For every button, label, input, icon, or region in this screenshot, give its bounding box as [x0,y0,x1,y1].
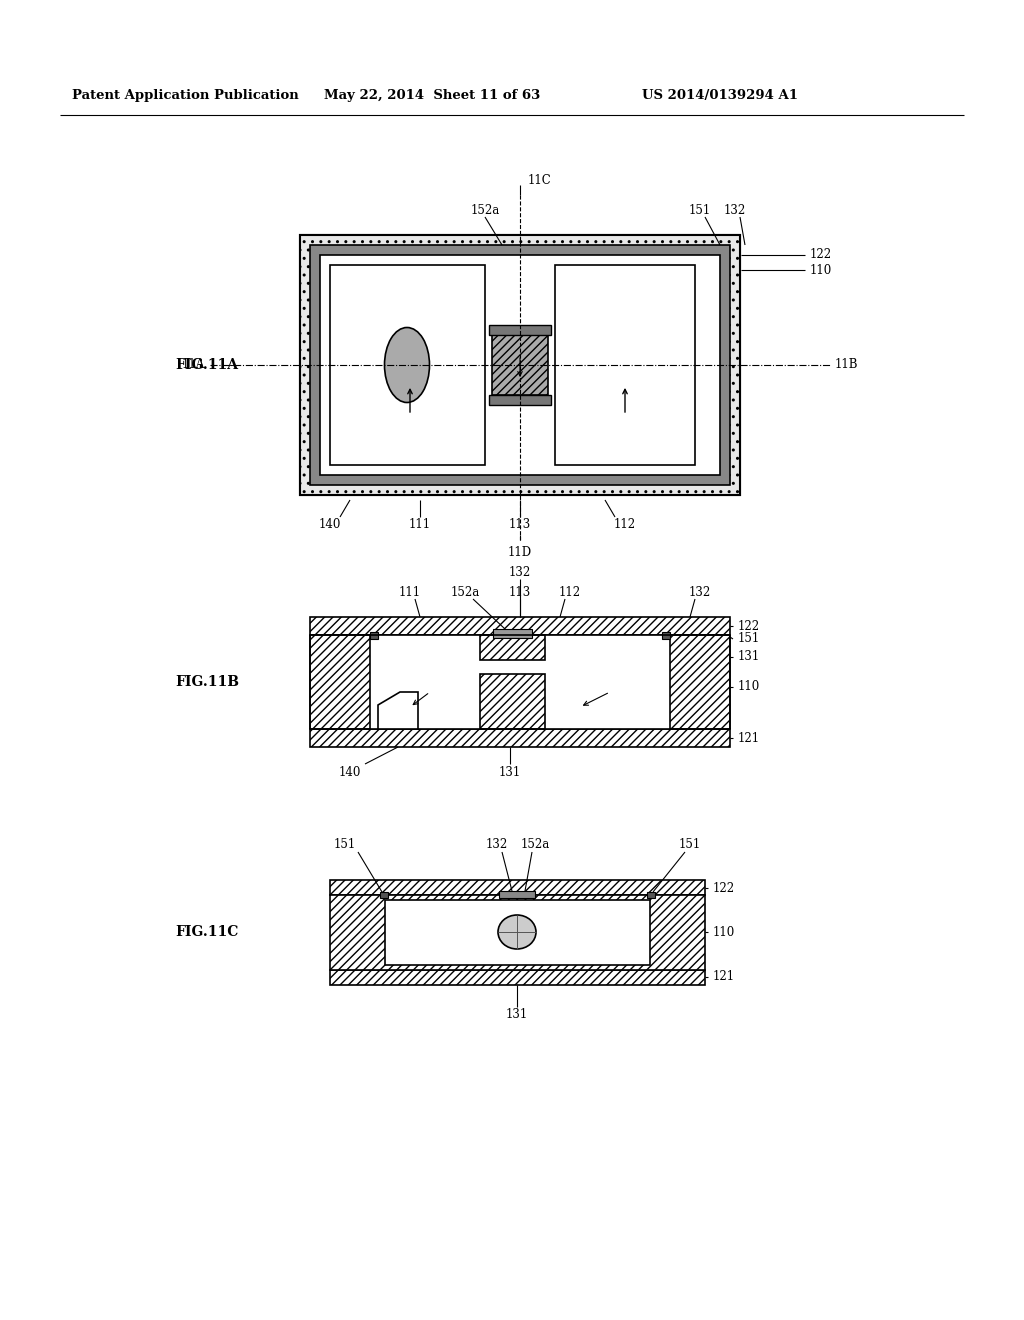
Text: 11C: 11C [528,173,552,186]
Bar [385,900,650,965]
Text: 132: 132 [485,838,508,851]
Text: 151: 151 [738,632,760,645]
Text: 132: 132 [509,565,531,578]
Text: FIG.11A: FIG.11A [175,358,238,372]
Text: 131: 131 [738,651,760,664]
Bar [480,635,545,660]
Bar [330,895,705,970]
Text: 131: 131 [506,1008,528,1022]
Text: 122: 122 [810,248,833,261]
Bar [310,246,730,484]
Text: 110: 110 [738,681,760,693]
Text: 132: 132 [689,586,711,598]
Bar [310,729,730,747]
Text: FIG.11C: FIG.11C [175,925,239,939]
Text: 152a: 152a [520,838,550,851]
Text: FIG.11B: FIG.11B [175,675,239,689]
Text: 151: 151 [679,838,701,851]
Text: 113: 113 [509,519,531,532]
Text: 11D: 11D [508,546,532,560]
Text: 140: 140 [339,766,361,779]
Bar [310,635,730,729]
Bar [662,632,670,639]
Text: 140: 140 [318,519,341,532]
Text: 151: 151 [689,203,711,216]
Text: 152a: 152a [451,586,479,598]
Text: 112: 112 [614,519,636,532]
Text: 132: 132 [724,203,746,216]
Text: 152a: 152a [470,203,500,216]
Text: 11A: 11A [181,359,205,371]
Bar [555,265,695,465]
Bar [319,255,720,475]
Bar [310,635,370,729]
Polygon shape [378,692,418,729]
Bar [493,630,532,638]
Text: 11B: 11B [835,359,858,371]
Bar [330,880,705,895]
Text: 121: 121 [713,970,735,983]
Bar [300,235,740,495]
Bar [330,970,705,985]
Text: 111: 111 [409,519,431,532]
Text: 121: 121 [738,731,760,744]
Bar [489,395,551,405]
Text: 110: 110 [713,925,735,939]
Text: 151: 151 [334,838,356,851]
Bar [300,235,740,495]
Bar [380,892,388,898]
Bar [370,632,378,639]
Bar [310,616,730,635]
Text: 131: 131 [499,766,521,779]
Text: 122: 122 [713,882,735,895]
Text: 111: 111 [399,586,421,598]
Text: US 2014/0139294 A1: US 2014/0139294 A1 [642,88,798,102]
Text: May 22, 2014  Sheet 11 of 63: May 22, 2014 Sheet 11 of 63 [324,88,540,102]
Text: 122: 122 [738,619,760,632]
Bar [489,325,551,335]
Text: Patent Application Publication: Patent Application Publication [72,88,298,102]
Bar [499,891,535,898]
Bar [647,892,655,898]
Text: 113: 113 [509,586,531,598]
Ellipse shape [384,327,429,403]
Bar [492,335,548,395]
Text: 110: 110 [810,264,833,276]
Bar [670,635,730,729]
Text: 112: 112 [559,586,581,598]
Bar [330,265,485,465]
Ellipse shape [498,915,536,949]
Bar [480,675,545,729]
